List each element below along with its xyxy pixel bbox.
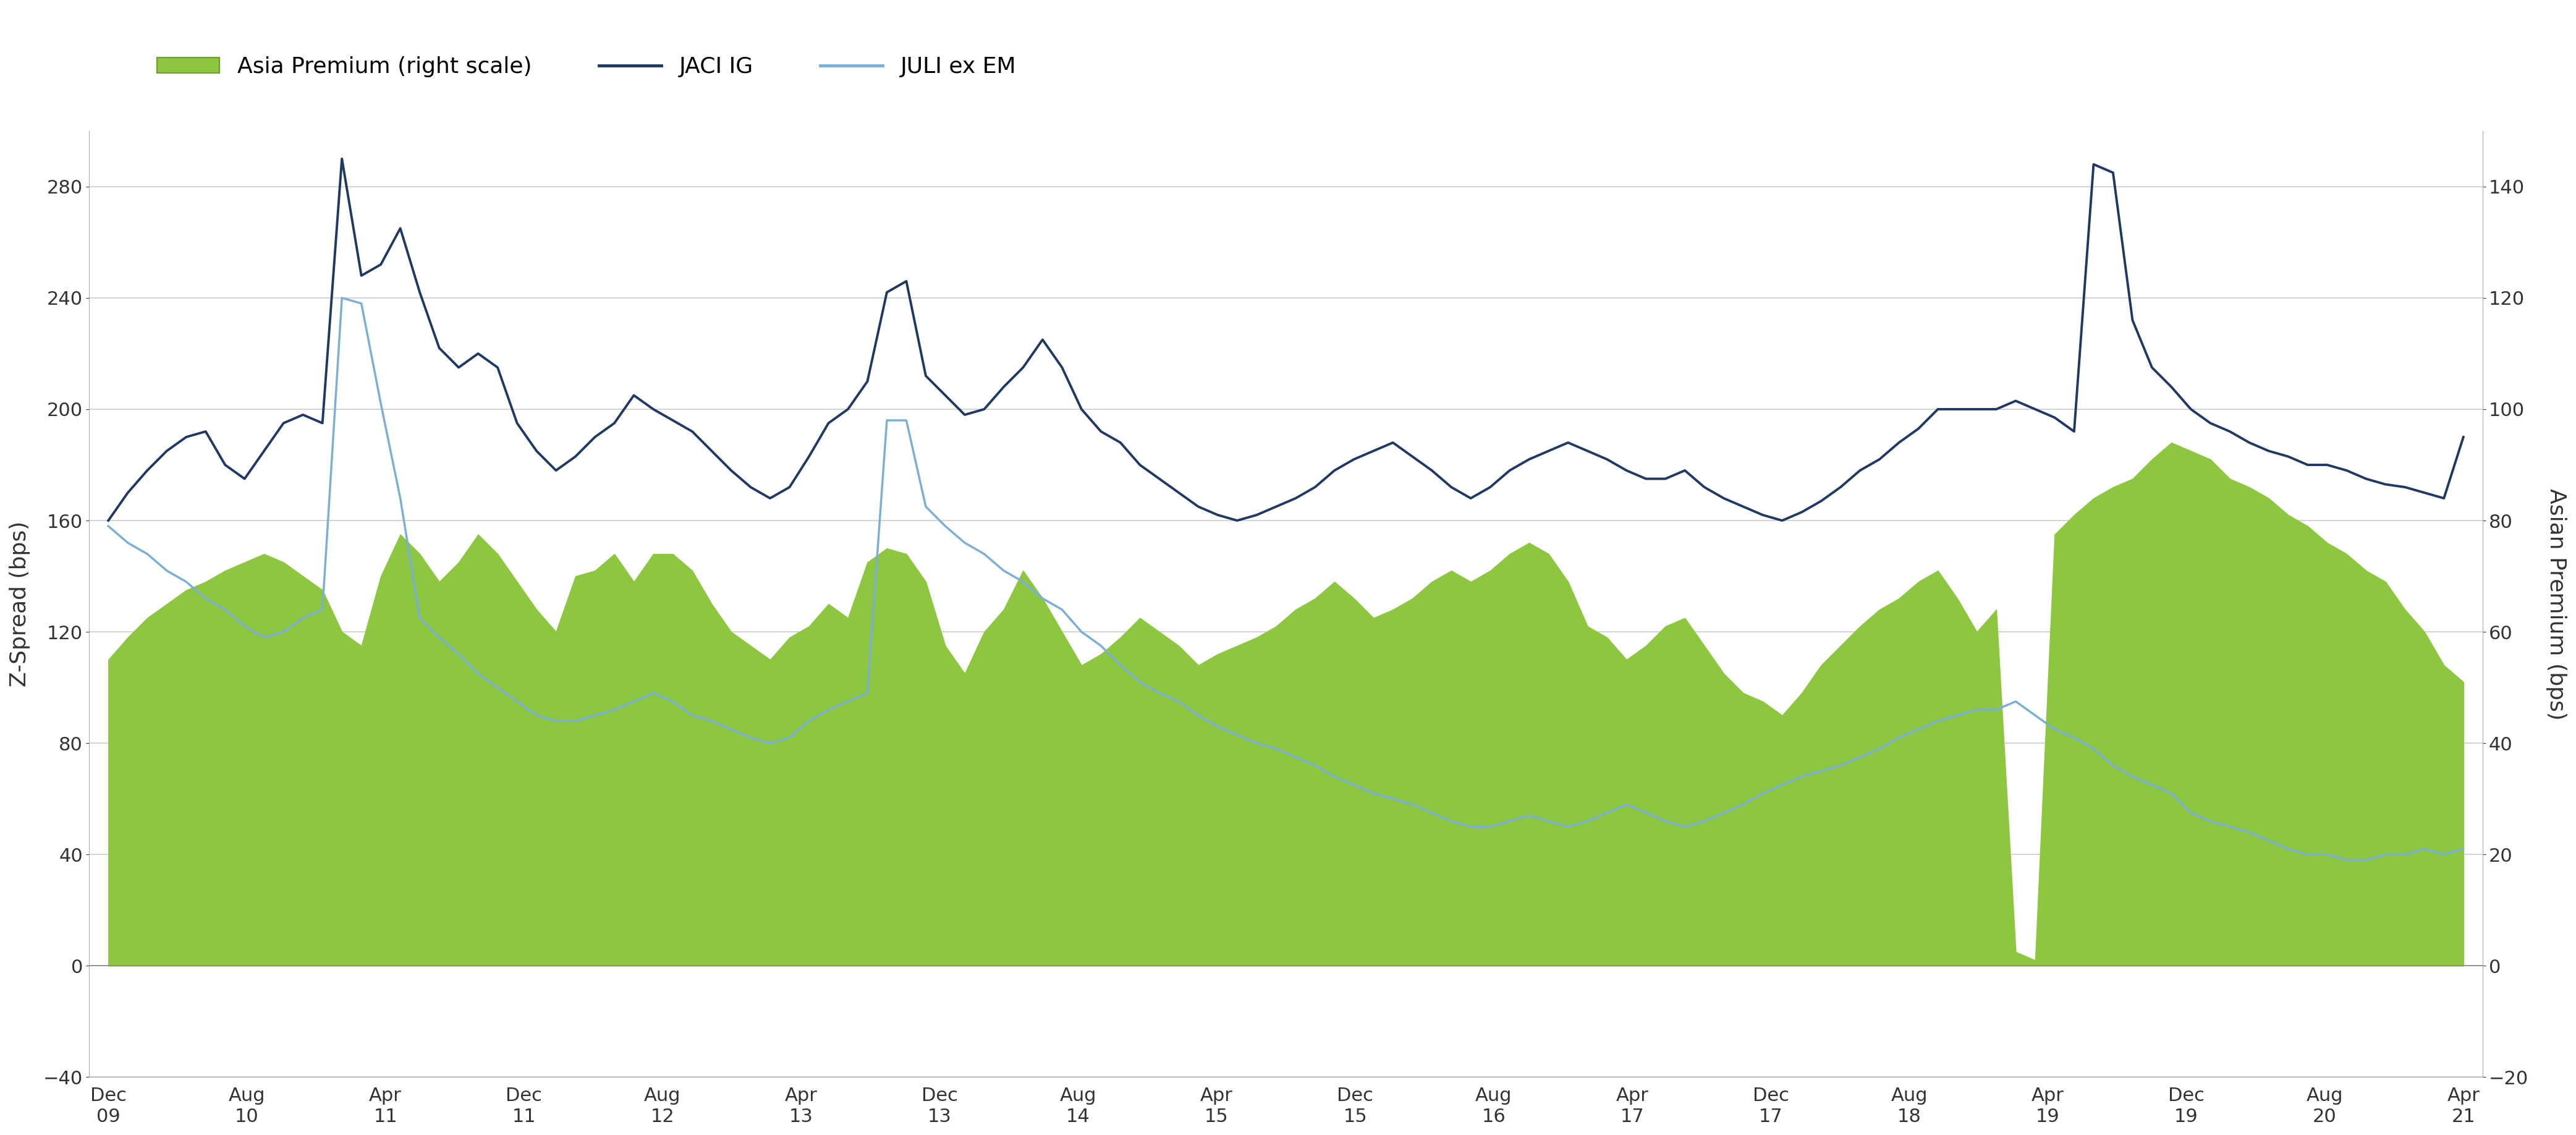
Y-axis label: Z-Spread (bps): Z-Spread (bps) <box>10 521 31 687</box>
Y-axis label: Asian Premium (bps): Asian Premium (bps) <box>2545 488 2566 720</box>
Legend: Asia Premium (right scale), JACI IG, JULI ex EM: Asia Premium (right scale), JACI IG, JUL… <box>147 48 1025 86</box>
